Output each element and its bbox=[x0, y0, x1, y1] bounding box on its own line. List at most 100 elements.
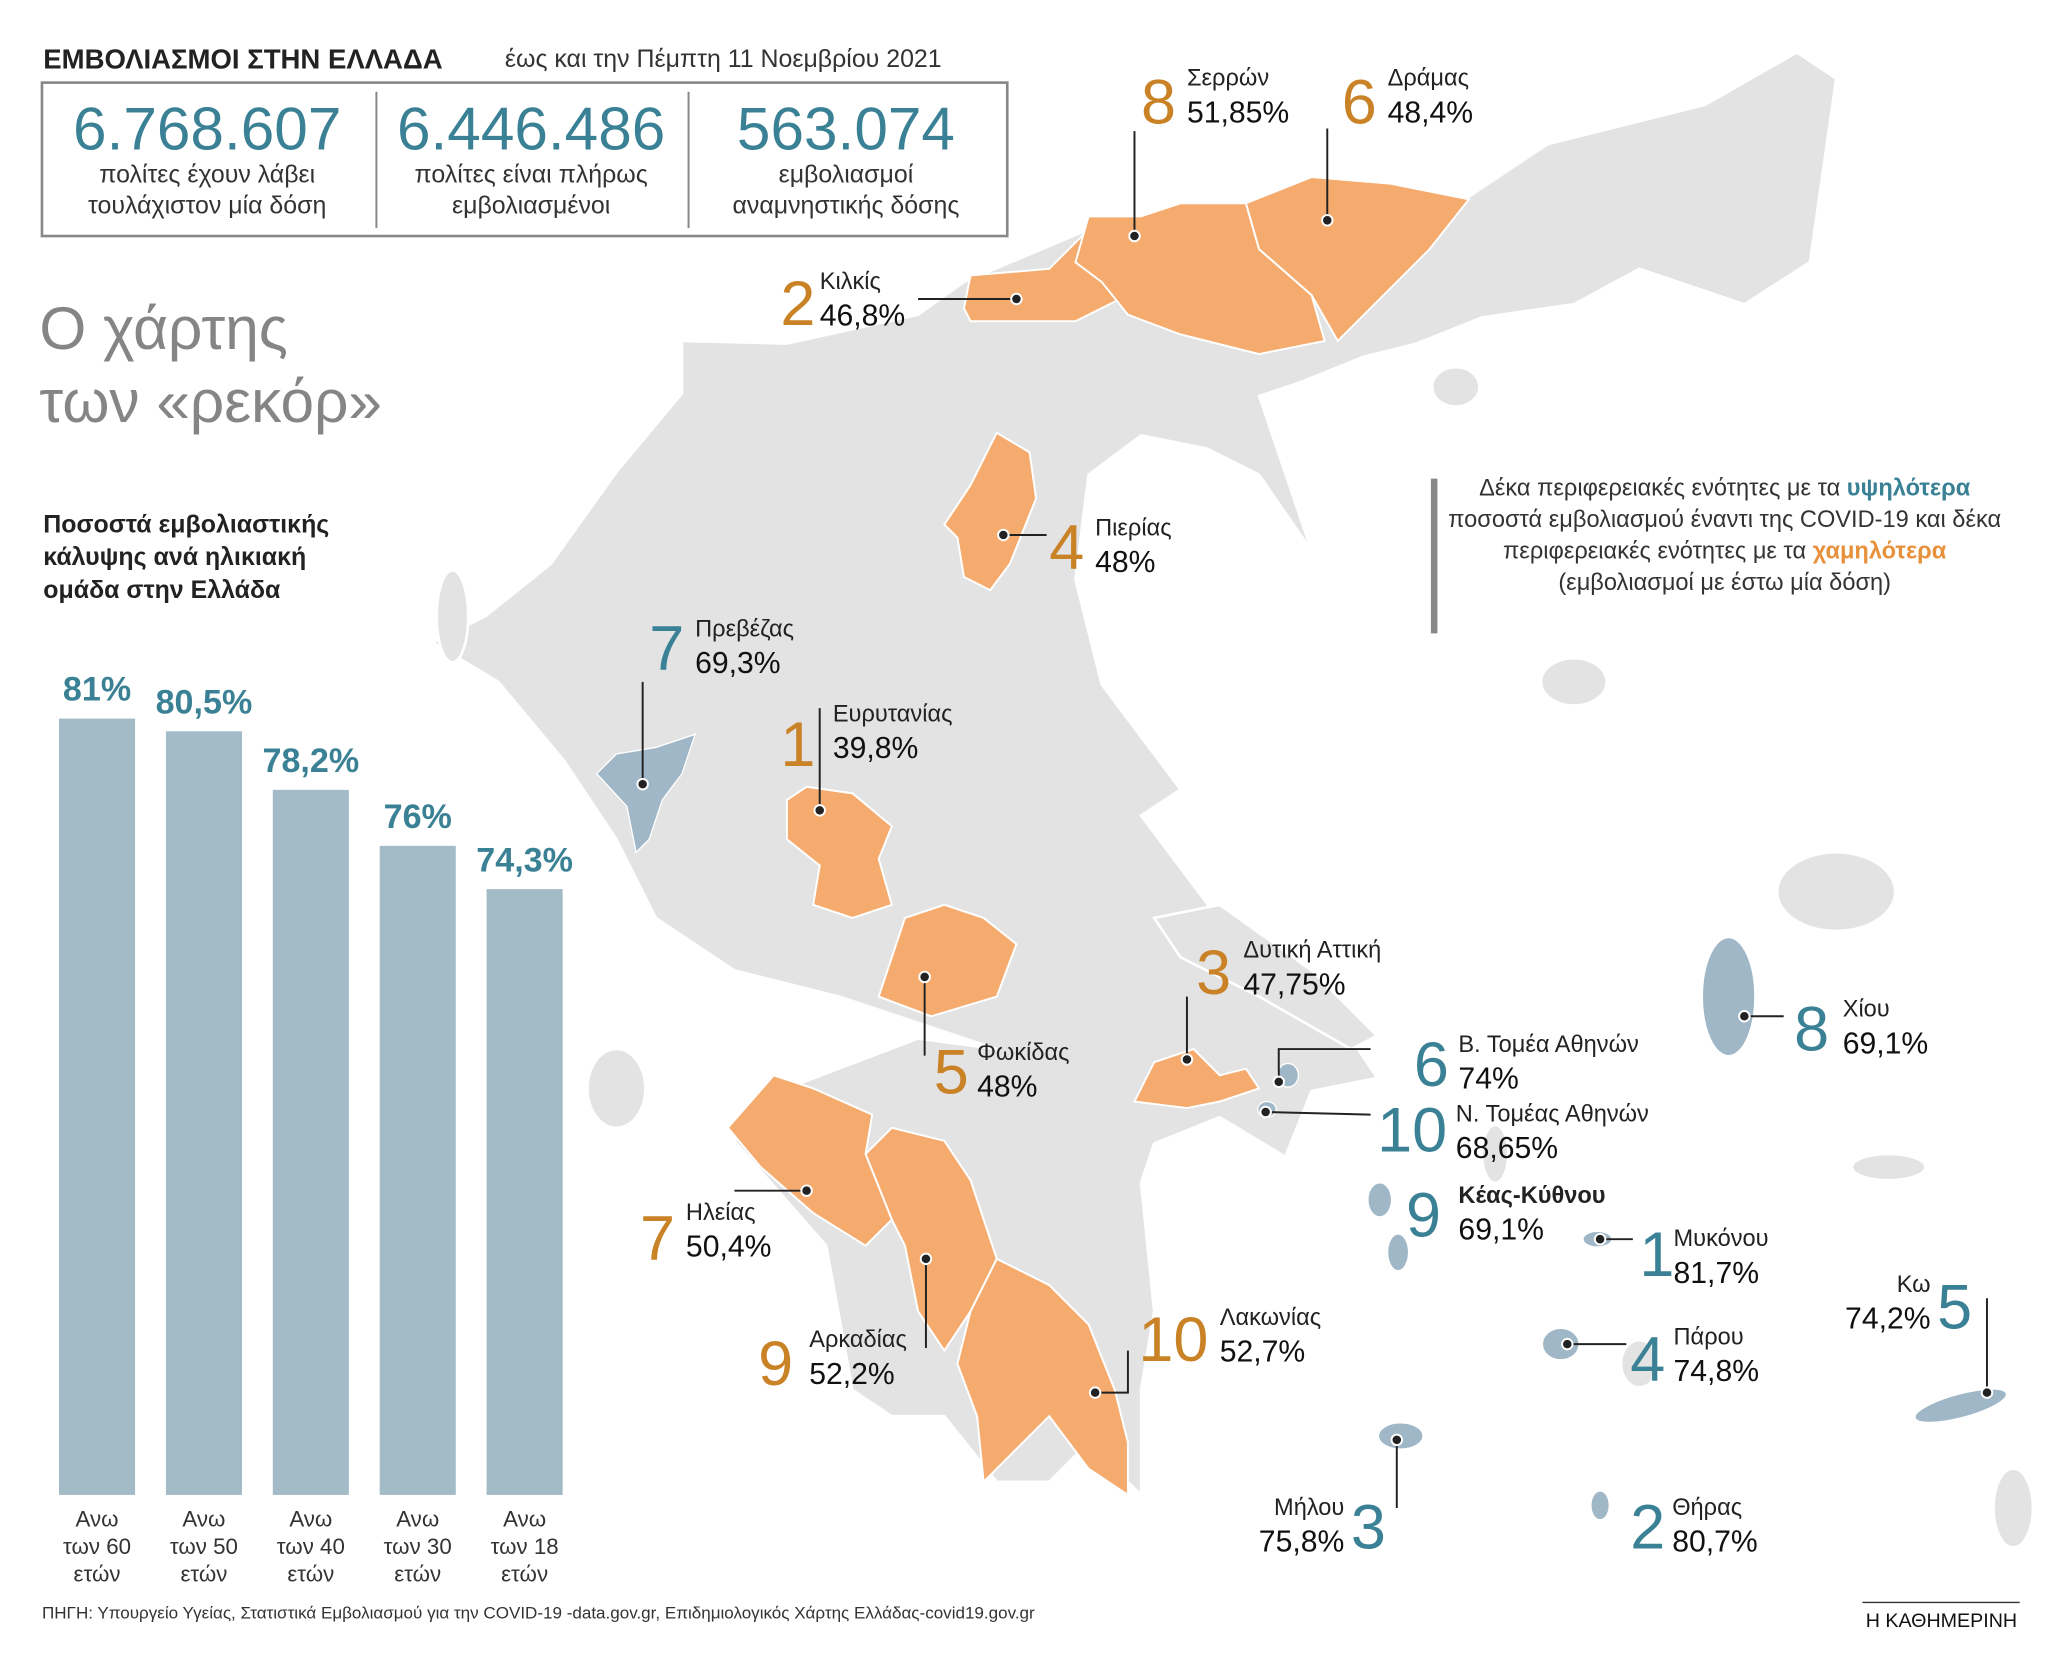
region-pct: 48% bbox=[977, 1071, 1037, 1104]
region-west-attica bbox=[1132, 1047, 1261, 1110]
marker-dot bbox=[918, 970, 931, 984]
region-preveza bbox=[595, 733, 697, 854]
region-name: Κέας-Κύθνου bbox=[1458, 1183, 1605, 1209]
rank-number: 2 bbox=[780, 269, 815, 339]
rank-number: 1 bbox=[1639, 1220, 1674, 1290]
stat-label-box: πολίτες είναι πλήρως εμβολιασμένοι bbox=[414, 161, 648, 221]
category-label: Ανω των 50 ετών bbox=[169, 1506, 238, 1587]
region-name: Σερρών bbox=[1187, 66, 1269, 92]
region-thira bbox=[1590, 1490, 1610, 1521]
category-box: Ανω των 30 ετών bbox=[383, 1506, 452, 1587]
marker-dot bbox=[1259, 1105, 1272, 1119]
stat-label: εμβολιασμοί αναμνηστικής δόσης bbox=[732, 161, 960, 221]
legend: Δέκα περιφερειακές ενότητες με τα υψηλότ… bbox=[1443, 472, 2007, 598]
rank-number: 7 bbox=[649, 614, 684, 684]
rank-number: 9 bbox=[1406, 1181, 1441, 1251]
rank-number: 4 bbox=[1630, 1325, 1665, 1395]
rank-number: 10 bbox=[1138, 1305, 1208, 1375]
region-name: Μήλου bbox=[1274, 1495, 1344, 1521]
region-pct: 80,7% bbox=[1672, 1526, 1758, 1559]
region-pct: 48% bbox=[1095, 546, 1155, 579]
stat-value: 563.074 bbox=[737, 95, 955, 163]
region-pct: 74,8% bbox=[1674, 1355, 1760, 1388]
samos bbox=[1850, 1152, 1927, 1182]
map-title-box: Ο χάρτης των «ρεκόρ» bbox=[39, 294, 382, 436]
region-fokida bbox=[877, 903, 1018, 1018]
marker-dot bbox=[1561, 1337, 1574, 1351]
category-label: Ανω των 18 ετών bbox=[490, 1506, 559, 1587]
marker-dot bbox=[1593, 1232, 1607, 1246]
source: ΠΗΓΗ: Υπουργείο Υγείας, Στατιστικά Εμβολ… bbox=[42, 1603, 1035, 1622]
region-kythnos bbox=[1386, 1233, 1410, 1272]
category-box: Ανω των 60 ετών bbox=[63, 1506, 132, 1587]
leader-line bbox=[1277, 1048, 1371, 1082]
bar-chart-title: Ποσοστά εμβολιαστικής κάλυψης ανά ηλικια… bbox=[43, 511, 330, 605]
stat-value: 6.768.607 bbox=[73, 95, 341, 163]
legend-box: Δέκα περιφερειακές ενότητες με τα υψηλότ… bbox=[1443, 472, 2007, 598]
rank-number: 8 bbox=[1794, 994, 1829, 1064]
region-name: Πιερίας bbox=[1095, 515, 1171, 541]
lesvos bbox=[1775, 851, 1897, 933]
euboea bbox=[1151, 903, 1380, 1051]
region-name: Κιλκίς bbox=[820, 269, 881, 295]
region-kos bbox=[1914, 1388, 2008, 1424]
bar-chart: 81% Ανω των 60 ετών 80,5% Ανω των 50 ετών 78… bbox=[59, 671, 573, 1587]
category-label: Ανω των 60 ετών bbox=[63, 1506, 132, 1587]
value-label: 74,3% bbox=[476, 841, 573, 879]
region-name: Χίου bbox=[1843, 997, 1890, 1023]
rank-number: 3 bbox=[1196, 938, 1231, 1008]
marker-dot bbox=[919, 1252, 933, 1266]
marker-dot bbox=[1738, 1010, 1751, 1023]
stat-label: πολίτες είναι πλήρως εμβολιασμένοι bbox=[414, 161, 648, 221]
rhodes bbox=[1992, 1467, 2035, 1549]
stat-label: πολίτες έχουν λάβει τουλάχιστον μία δόση bbox=[88, 161, 327, 221]
category-box: Ανω των 40 ετών bbox=[276, 1506, 345, 1587]
thasos bbox=[1430, 365, 1481, 408]
region-pct: 75,8% bbox=[1259, 1526, 1345, 1559]
bar bbox=[165, 731, 242, 1495]
region-name: Φωκίδας bbox=[977, 1040, 1069, 1066]
region-name: Πάρου bbox=[1674, 1325, 1744, 1351]
region-pct: 50,4% bbox=[686, 1231, 772, 1264]
region-name: Ευρυτανίας bbox=[833, 702, 953, 728]
value-label: 78,2% bbox=[263, 742, 360, 780]
region-name: Πρεβέζας bbox=[695, 616, 794, 642]
kefalonia bbox=[586, 1047, 647, 1130]
region-name: Θήρας bbox=[1672, 1495, 1742, 1521]
bar bbox=[272, 789, 349, 1495]
marker-dot bbox=[1390, 1433, 1404, 1447]
value-label: 76% bbox=[384, 798, 452, 836]
value-label: 80,5% bbox=[156, 683, 253, 721]
rank-number: 1 bbox=[780, 710, 815, 780]
naxos bbox=[1619, 1338, 1660, 1389]
region-chios bbox=[1701, 936, 1756, 1057]
rank-number: 6 bbox=[1342, 67, 1377, 137]
header-title: ΕΜΒΟΛΙΑΣΜΟΙ ΣΤΗΝ ΕΛΛΑΔΑ bbox=[43, 44, 442, 75]
region-pct: 74,2% bbox=[1845, 1303, 1931, 1336]
rank-number: 9 bbox=[758, 1329, 793, 1399]
marker-dot bbox=[800, 1184, 813, 1197]
region-name: Κω bbox=[1897, 1272, 1931, 1298]
region-pct: 81,7% bbox=[1674, 1257, 1760, 1290]
category-box: Ανω των 18 ετών bbox=[490, 1506, 559, 1587]
region-pieria bbox=[943, 431, 1038, 592]
marker-dot bbox=[997, 528, 1010, 542]
stat-value: 6.446.486 bbox=[397, 95, 665, 163]
category-label: Ανω των 40 ετών bbox=[276, 1506, 345, 1587]
region-pct: 68,65% bbox=[1456, 1132, 1558, 1165]
region-pct: 69,1% bbox=[1843, 1027, 1929, 1060]
marker-dot bbox=[1128, 229, 1141, 243]
bar bbox=[59, 718, 136, 1495]
region-name: Ν. Τομέας Αθηνών bbox=[1456, 1102, 1649, 1128]
region-pct: 47,75% bbox=[1243, 968, 1345, 1001]
category-label: Ανω των 30 ετών bbox=[383, 1506, 452, 1587]
region-pct: 51,85% bbox=[1187, 96, 1289, 129]
marker-dot bbox=[636, 777, 649, 791]
legend-text: (εμβολιασμοί με έστω μία δόση) bbox=[1558, 569, 1892, 596]
region-pct: 48,4% bbox=[1388, 96, 1474, 129]
region-name: Δράμας bbox=[1388, 66, 1469, 92]
